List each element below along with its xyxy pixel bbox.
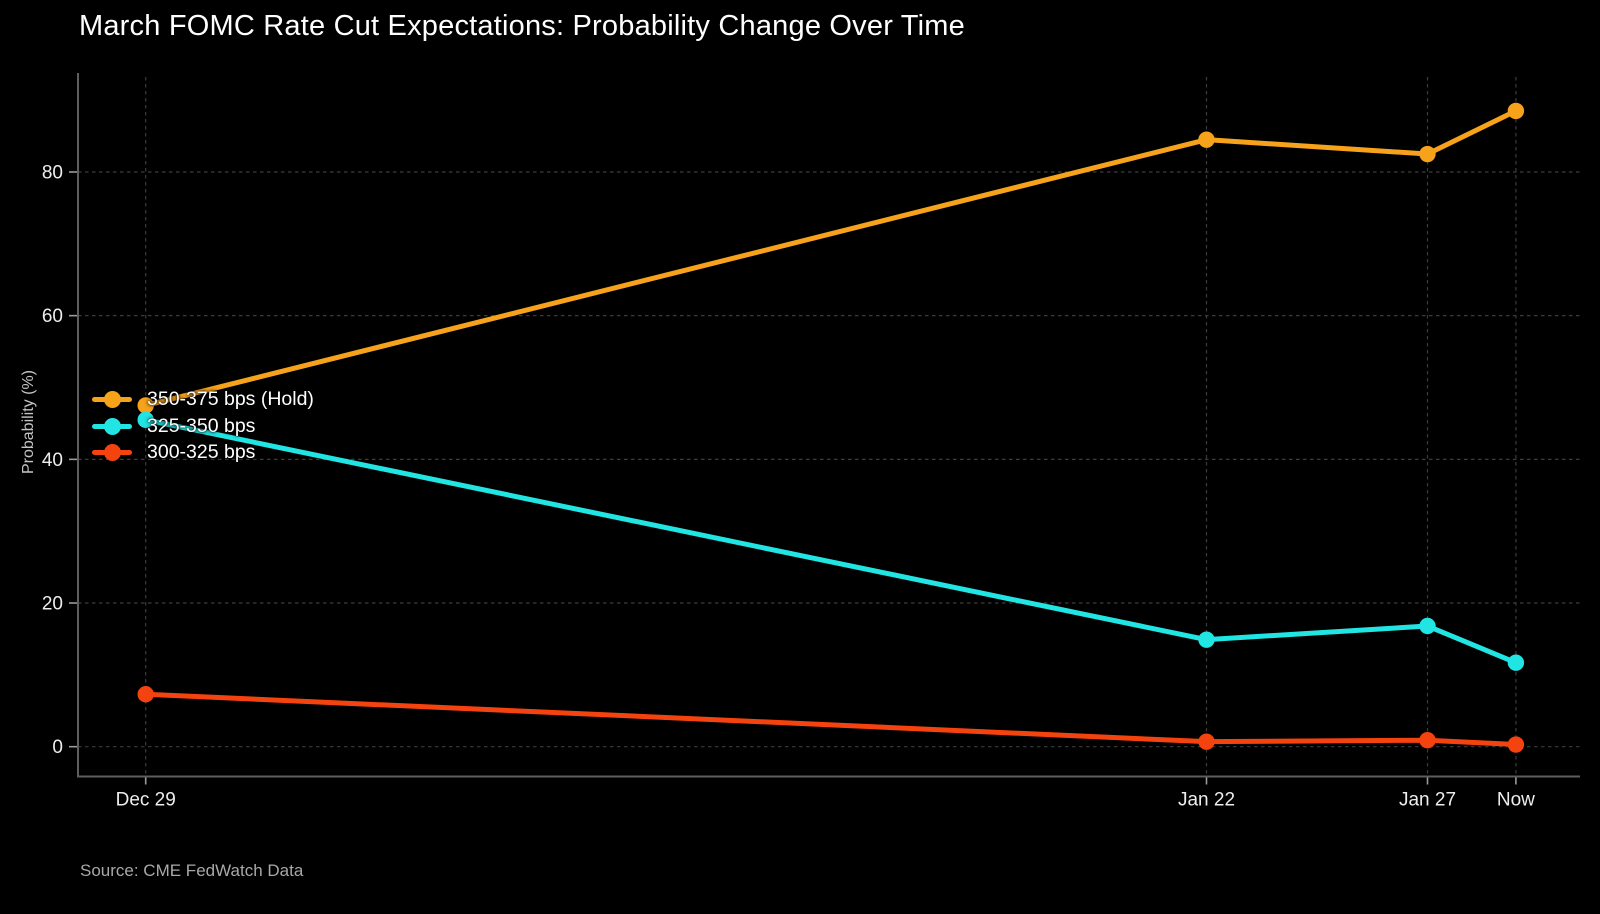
data-point	[137, 686, 154, 703]
y-tick-label: 40	[42, 450, 63, 471]
data-point	[1419, 145, 1436, 163]
x-tick-label: Now	[1497, 790, 1535, 811]
chart-legend: 350-375 bps (Hold) 325-350 bps 300-325 bps	[92, 386, 314, 466]
y-tick-label: 0	[52, 737, 63, 758]
legend-marker	[92, 444, 132, 462]
legend-dot-swatch	[103, 417, 121, 435]
source-caption: Source: CME FedWatch Data	[80, 861, 304, 880]
legend-label: 350-375 bps (Hold)	[147, 387, 314, 410]
data-point	[137, 397, 154, 414]
data-point	[1198, 131, 1215, 148]
x-tick-label: Jan 27	[1399, 790, 1456, 811]
chart-title: March FOMC Rate Cut Expectations: Probab…	[79, 10, 965, 42]
data-point	[1419, 617, 1436, 635]
data-point	[1419, 732, 1436, 749]
legend-dot-swatch	[103, 444, 121, 462]
legend-item: 300-325 bps	[92, 440, 314, 467]
legend-dot-swatch	[103, 390, 121, 408]
data-point	[137, 411, 154, 429]
data-point	[1198, 733, 1215, 750]
legend-label: 325-350 bps	[147, 414, 256, 437]
legend-item: 325-350 bps	[92, 413, 314, 440]
series-line	[143, 691, 1519, 748]
data-point	[1507, 736, 1525, 753]
legend-label: 300-325 bps	[147, 441, 256, 464]
legend-item: 350-375 bps (Hold)	[92, 386, 314, 413]
data-point	[1198, 631, 1215, 648]
series-line	[143, 108, 1519, 408]
x-tick-label: Jan 22	[1178, 790, 1235, 811]
y-tick-label: 60	[42, 306, 63, 327]
legend-marker	[92, 390, 132, 408]
y-axis-title: Probability (%)	[20, 369, 37, 475]
y-tick-label: 80	[42, 162, 63, 183]
data-point	[1507, 654, 1525, 671]
data-point	[1507, 102, 1525, 120]
series-line	[143, 417, 1519, 666]
legend-marker	[92, 417, 132, 435]
x-tick-label: Dec 29	[116, 790, 176, 811]
y-tick-label: 20	[42, 594, 63, 615]
